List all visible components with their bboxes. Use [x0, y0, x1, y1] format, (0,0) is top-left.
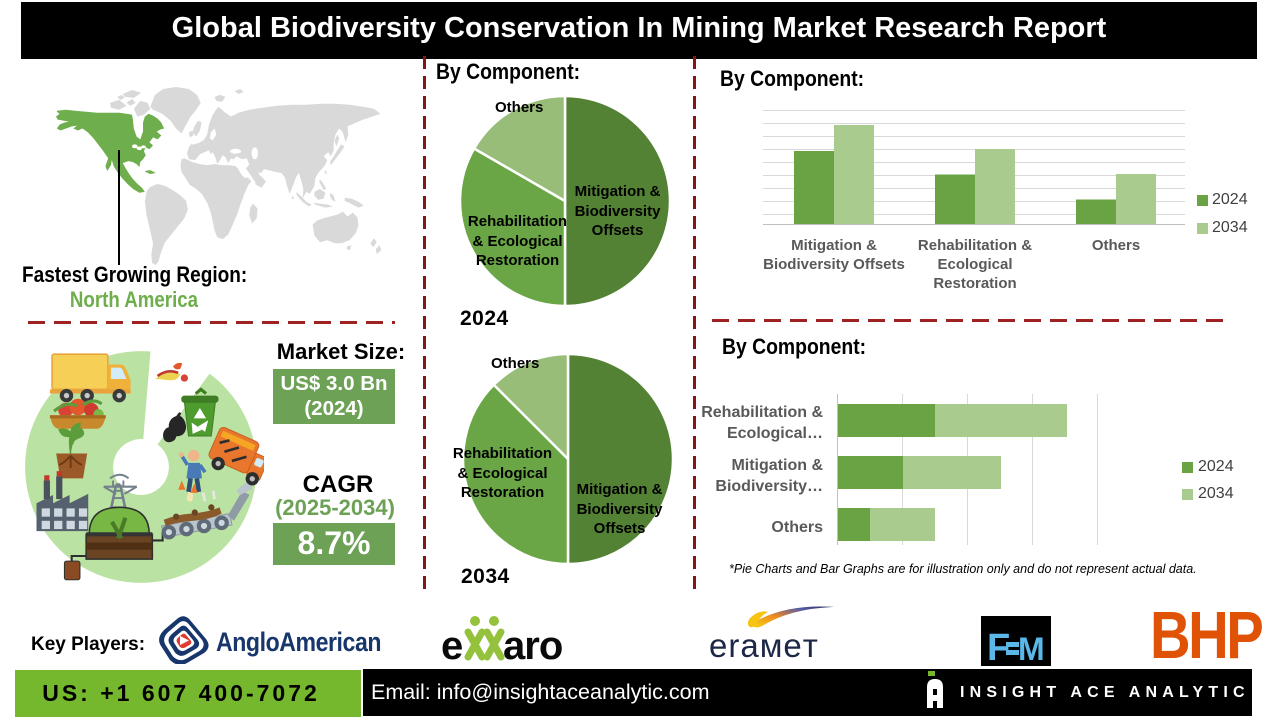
- svg-text:M: M: [1018, 631, 1045, 666]
- svg-text:F: F: [987, 627, 1009, 666]
- svg-text:eraмeт: eraмeт: [709, 627, 819, 662]
- svg-text:e: e: [441, 624, 463, 665]
- svg-text:aro: aro: [503, 624, 562, 665]
